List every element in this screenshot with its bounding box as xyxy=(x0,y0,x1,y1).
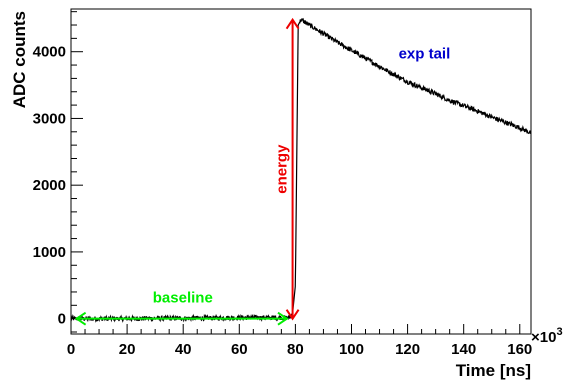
x-tick-label: 60 xyxy=(231,341,248,358)
x-axis-exponent-power: 3 xyxy=(556,326,562,338)
plot-frame xyxy=(70,8,532,335)
energy-label: energy xyxy=(274,144,291,194)
x-tick-label: 160 xyxy=(507,341,532,358)
ticks-layer: 0 20 40 60 80 100 120 140 160 0 1000 2000 3000 4000 xyxy=(33,11,532,358)
baseline-arrow-left-head xyxy=(74,311,87,326)
y-tick-label: 3000 xyxy=(33,110,66,127)
x-axis-exponent-base: ×10 xyxy=(531,329,556,346)
y-tick-label: 1000 xyxy=(33,244,66,261)
x-tick-label: 100 xyxy=(339,341,364,358)
x-tick-label: 140 xyxy=(451,341,476,358)
y-tick-label: 2000 xyxy=(33,177,66,194)
x-tick-label: 80 xyxy=(287,341,304,358)
energy-arrow-top-head xyxy=(285,17,300,30)
x-tick-label: 20 xyxy=(119,341,136,358)
x-axis-title: Time [ns] xyxy=(456,361,531,380)
y-axis-title: ADC counts xyxy=(10,11,29,108)
energy-arrow-bottom-head xyxy=(285,309,300,321)
x-tick-label: 40 xyxy=(175,341,192,358)
y-tick-label: 4000 xyxy=(33,44,66,61)
annotation-layer: baseline energy exp tail xyxy=(74,17,451,326)
exp-tail-label: exp tail xyxy=(399,45,451,62)
x-tick-label: 0 xyxy=(67,341,75,358)
x-axis-exponent: ×103 xyxy=(531,326,563,346)
x-tick-label: 120 xyxy=(395,341,420,358)
baseline-label: baseline xyxy=(153,290,213,307)
y-tick-label: 0 xyxy=(58,311,66,328)
baseline-arrow-right-head xyxy=(277,311,289,326)
